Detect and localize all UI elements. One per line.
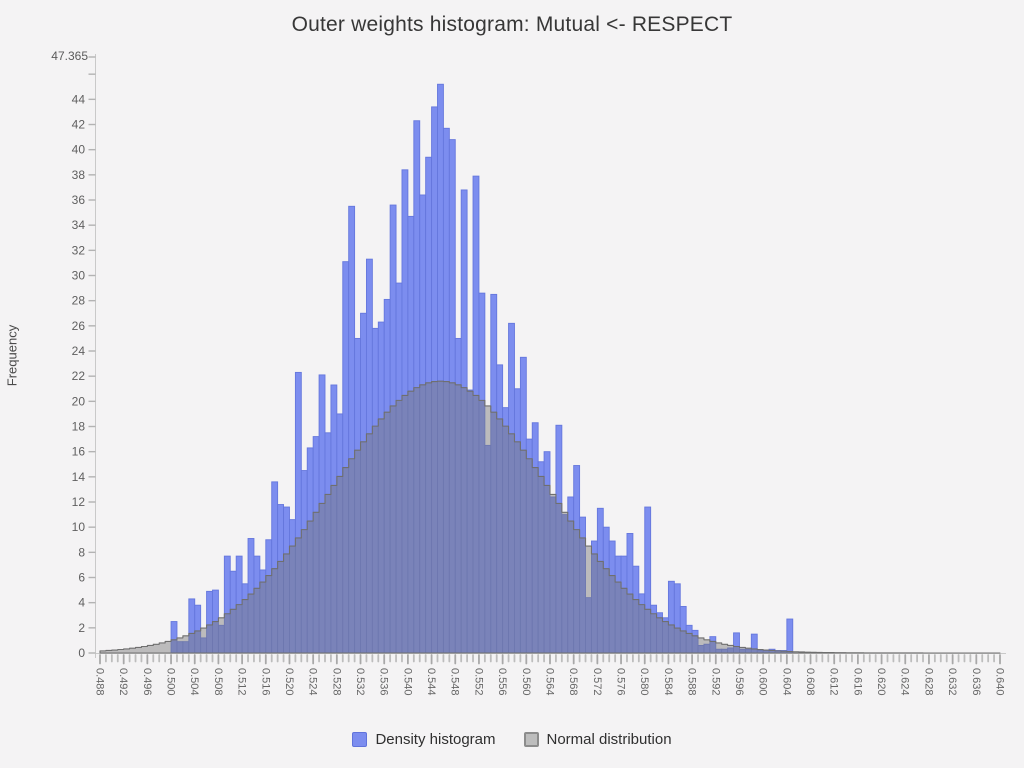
y-tick-label: 24 (72, 344, 86, 358)
x-tick-label: 0.536 (378, 668, 390, 696)
y-tick-label: 8 (78, 545, 85, 559)
x-tick-label: 0.496 (141, 668, 153, 696)
x-tick-label: 0.504 (188, 668, 200, 696)
normal-distribution-curve (99, 380, 1001, 654)
x-tick-label: 0.628 (922, 668, 934, 696)
y-tick-label: 0 (78, 646, 85, 660)
x-tick-label: 0.608 (804, 668, 816, 696)
y-tick-label: 30 (72, 269, 86, 283)
x-tick-label: 0.524 (307, 668, 319, 696)
y-tick-label: 6 (78, 571, 85, 585)
normal-curve-area (99, 380, 1001, 654)
legend-item-density-histogram: Density histogram (352, 731, 496, 748)
x-tick-label: 0.508 (212, 668, 224, 696)
x-tick-label: 0.520 (283, 668, 295, 696)
x-tick-label: 0.556 (496, 668, 508, 696)
legend: Density histogram Normal distribution (0, 731, 1024, 748)
x-tick-label: 0.588 (686, 668, 698, 696)
legend-item-normal-distribution: Normal distribution (523, 731, 672, 748)
x-tick-label: 0.512 (236, 668, 248, 696)
chart-title: Outer weights histogram: Mutual <- RESPE… (291, 13, 733, 36)
y-tick-label: 22 (72, 369, 86, 383)
y-tick-label: 20 (72, 394, 86, 408)
x-tick-label: 0.564 (543, 668, 555, 696)
x-tick-label: 0.616 (851, 668, 863, 696)
y-tick-label: 32 (72, 243, 86, 257)
density-histogram-swatch-icon (352, 732, 368, 747)
y-tick-label: 4 (78, 596, 85, 610)
x-tick-label: 0.544 (425, 668, 437, 696)
y-tick-label: 2 (78, 621, 85, 635)
y-tick-label: 10 (72, 520, 86, 534)
y-tick-label: 28 (72, 294, 86, 308)
y-tick-label: 44 (72, 92, 86, 106)
x-tick-label: 0.620 (875, 668, 887, 696)
x-tick-label: 0.604 (780, 668, 792, 696)
normal-distribution-swatch-icon (523, 732, 539, 747)
x-tick-label: 0.492 (117, 668, 129, 696)
x-tick-label: 0.624 (899, 668, 911, 696)
y-tick-label: 16 (72, 445, 86, 459)
y-axis-max-label: 47.365 (51, 49, 88, 63)
x-tick-label: 0.600 (757, 668, 769, 696)
x-tick-label: 0.640 (993, 668, 1005, 696)
x-axis-ticks (99, 654, 1001, 665)
x-tick-label: 0.560 (520, 668, 532, 696)
x-tick-label: 0.528 (330, 668, 342, 696)
x-tick-label: 0.516 (259, 668, 271, 696)
legend-label-density-histogram: Density histogram (375, 731, 496, 748)
y-tick-label: 12 (72, 495, 86, 509)
y-tick-label: 40 (72, 143, 86, 157)
x-tick-label: 0.532 (354, 668, 366, 696)
x-tick-label: 0.592 (709, 668, 721, 696)
histogram-bar (786, 618, 794, 654)
x-tick-label: 0.576 (615, 668, 627, 696)
x-tick-label: 0.568 (567, 668, 579, 696)
y-tick-label: 34 (72, 218, 86, 232)
x-tick-label: 0.580 (638, 668, 650, 696)
y-tick-label: 26 (72, 319, 86, 333)
x-tick-label: 0.632 (946, 668, 958, 696)
x-tick-label: 0.572 (591, 668, 603, 696)
histogram-bars (170, 83, 794, 654)
x-tick-label: 0.548 (449, 668, 461, 696)
y-tick-label: 14 (72, 470, 86, 484)
y-tick-label: 18 (72, 420, 86, 434)
y-axis-ticks: 0246810121416182022242628303234363840424… (72, 56, 96, 660)
x-tick-label: 0.488 (93, 668, 105, 696)
x-tick-label: 0.500 (165, 668, 177, 696)
x-tick-label: 0.552 (472, 668, 484, 696)
y-tick-label: 42 (72, 118, 86, 132)
y-tick-label: 36 (72, 193, 86, 207)
y-tick-label: 38 (72, 168, 86, 182)
x-tick-label: 0.612 (828, 668, 840, 696)
x-tick-label: 0.540 (401, 668, 413, 696)
x-tick-label: 0.636 (970, 668, 982, 696)
x-tick-label: 0.584 (662, 668, 674, 696)
x-tick-label: 0.596 (733, 668, 745, 696)
x-axis-labels: 0.488 0.492 0.496 0.500 0.504 0.508 0.512 0.516… (93, 668, 1005, 696)
legend-label-normal-distribution: Normal distribution (546, 731, 672, 748)
